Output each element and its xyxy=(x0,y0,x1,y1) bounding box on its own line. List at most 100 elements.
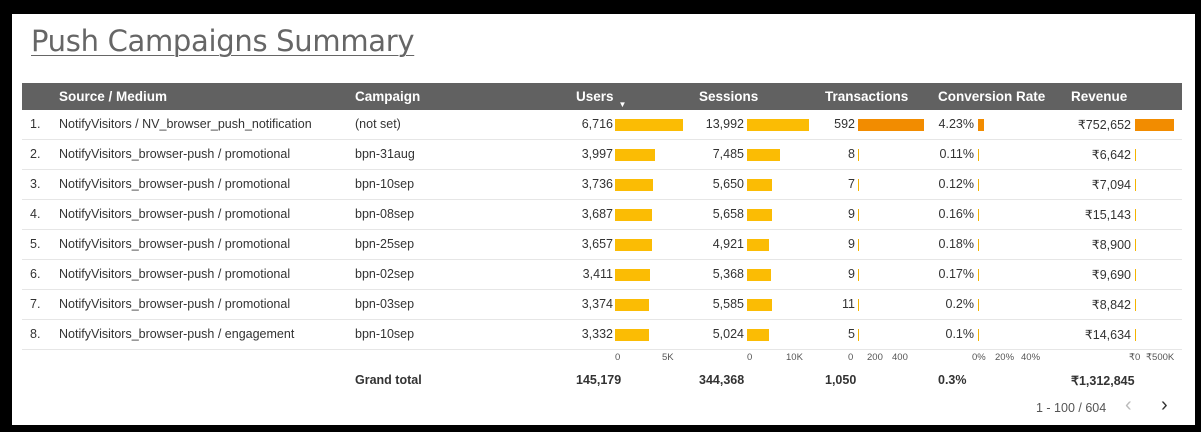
revenue-axis-tick: ₹0 xyxy=(1129,352,1141,363)
conv-cell: 0.12% xyxy=(938,177,974,191)
conv-cell: 0.16% xyxy=(938,207,974,221)
conv-bar xyxy=(978,119,984,131)
source-medium-cell: NotifyVisitors_browser-push / promotiona… xyxy=(59,177,291,191)
sessions-bar xyxy=(747,209,772,221)
transactions-bar xyxy=(858,269,859,281)
revenue-cell: ₹752,652 xyxy=(1077,118,1131,132)
revenue-axis-tick: ₹500K xyxy=(1146,352,1175,363)
campaign-cell: bpn-08sep xyxy=(355,207,415,221)
grand-total-transactions: 1,050 xyxy=(825,373,857,387)
users-cell: 6,716 xyxy=(581,117,613,131)
users-axis-tick: 5K xyxy=(662,352,674,363)
table-row[interactable]: 7. NotifyVisitors_browser-push / promotio… xyxy=(22,290,1182,320)
col-header-users-label: Users xyxy=(576,89,614,104)
sessions-axis-tick: 0 xyxy=(747,352,753,363)
transactions-bar xyxy=(858,149,859,161)
col-header-source-medium[interactable]: Source / Medium xyxy=(59,89,168,104)
col-header-transactions[interactable]: Transactions xyxy=(825,89,909,104)
conversion-axis-tick: 20% xyxy=(995,352,1015,363)
conv-cell: 0.1% xyxy=(945,327,975,341)
conv-bar xyxy=(978,209,979,221)
revenue-bar xyxy=(1135,269,1136,281)
campaign-cell: bpn-03sep xyxy=(355,297,415,311)
transactions-bar xyxy=(858,179,859,191)
row-index: 4. xyxy=(30,207,41,221)
conv-bar xyxy=(978,269,979,281)
prev-page-icon[interactable]: ‹ xyxy=(1125,394,1132,416)
source-medium-cell: NotifyVisitors_browser-push / engagement xyxy=(59,327,295,341)
conv-bar xyxy=(978,239,979,251)
table-row[interactable]: 5. NotifyVisitors_browser-push / promotio… xyxy=(22,230,1182,260)
table-row[interactable]: 2. NotifyVisitors_browser-push / promotio… xyxy=(22,140,1182,170)
col-header-users[interactable]: Users ▼ xyxy=(576,89,626,109)
row-index: 7. xyxy=(30,297,41,311)
sessions-cell: 13,992 xyxy=(705,117,744,131)
transactions-bar xyxy=(858,299,859,311)
campaign-cell: bpn-31aug xyxy=(355,147,415,161)
sessions-bar xyxy=(747,269,771,281)
table-row[interactable]: 4. NotifyVisitors_browser-push / promotio… xyxy=(22,200,1182,230)
users-cell: 3,657 xyxy=(581,237,613,251)
source-medium-cell: NotifyVisitors_browser-push / promotiona… xyxy=(59,237,291,251)
page-title: Push Campaigns Summary xyxy=(31,24,415,58)
users-bar xyxy=(615,329,649,341)
table-body: 1. NotifyVisitors / NV_browser_push_notif… xyxy=(22,110,1182,350)
transactions-bar xyxy=(858,239,859,251)
users-bar xyxy=(615,239,652,251)
grand-total-revenue: ₹1,312,845 xyxy=(1071,374,1135,388)
table-row[interactable]: 3. NotifyVisitors_browser-push / promotio… xyxy=(22,170,1182,200)
table-row[interactable]: 1. NotifyVisitors / NV_browser_push_notif… xyxy=(22,110,1182,140)
conversion-axis-tick: 0% xyxy=(972,352,986,363)
sessions-cell: 5,658 xyxy=(712,207,744,221)
conv-cell: 0.2% xyxy=(945,297,975,311)
sessions-bar xyxy=(747,299,772,311)
conv-bar xyxy=(978,179,979,191)
campaign-cell: (not set) xyxy=(355,117,401,131)
sessions-bar xyxy=(747,119,809,131)
users-bar xyxy=(615,179,653,191)
campaign-cell: bpn-25sep xyxy=(355,237,415,251)
row-index: 2. xyxy=(30,147,41,161)
users-bar xyxy=(615,269,650,281)
col-header-campaign[interactable]: Campaign xyxy=(355,89,421,104)
sort-descending-icon: ▼ xyxy=(618,100,627,109)
sessions-cell: 5,024 xyxy=(712,327,744,341)
source-medium-cell: NotifyVisitors_browser-push / promotiona… xyxy=(59,147,291,161)
users-bar xyxy=(615,149,655,161)
row-index: 8. xyxy=(30,327,41,341)
revenue-cell: ₹14,634 xyxy=(1084,328,1131,342)
users-cell: 3,332 xyxy=(581,327,613,341)
col-header-sessions[interactable]: Sessions xyxy=(699,89,759,104)
table-row[interactable]: 6. NotifyVisitors_browser-push / promotio… xyxy=(22,260,1182,290)
revenue-bar xyxy=(1135,209,1136,221)
users-bar xyxy=(615,299,649,311)
sessions-bar xyxy=(747,329,769,341)
conv-cell: 0.11% xyxy=(939,147,974,161)
row-index: 1. xyxy=(30,117,41,131)
campaign-cell: bpn-02sep xyxy=(355,267,415,281)
revenue-bar xyxy=(1135,329,1136,341)
table-row[interactable]: 8. NotifyVisitors_browser-push / engageme… xyxy=(22,320,1182,350)
revenue-cell: ₹7,094 xyxy=(1091,178,1131,192)
source-medium-cell: NotifyVisitors_browser-push / promotiona… xyxy=(59,297,291,311)
transactions-bar xyxy=(858,119,924,131)
transactions-bar xyxy=(858,209,859,221)
transactions-cell: 9 xyxy=(848,237,855,251)
conv-bar xyxy=(978,329,979,341)
conv-bar xyxy=(978,299,979,311)
report-card: Push Campaigns Summary Source / Medium C… xyxy=(12,14,1195,425)
col-header-revenue[interactable]: Revenue xyxy=(1071,89,1128,104)
transactions-bar xyxy=(858,329,859,341)
users-cell: 3,374 xyxy=(581,297,613,311)
next-page-icon[interactable]: › xyxy=(1161,394,1168,416)
revenue-bar xyxy=(1135,299,1136,311)
sessions-cell: 7,485 xyxy=(712,147,744,161)
transactions-axis-tick: 200 xyxy=(867,352,883,363)
conv-cell: 0.17% xyxy=(938,267,974,281)
row-index: 5. xyxy=(30,237,41,251)
revenue-cell: ₹9,690 xyxy=(1091,268,1131,282)
sessions-bar xyxy=(747,239,769,251)
grand-total-label: Grand total xyxy=(355,373,422,387)
transactions-cell: 9 xyxy=(848,207,855,221)
col-header-conversion-rate[interactable]: Conversion Rate xyxy=(938,89,1046,104)
